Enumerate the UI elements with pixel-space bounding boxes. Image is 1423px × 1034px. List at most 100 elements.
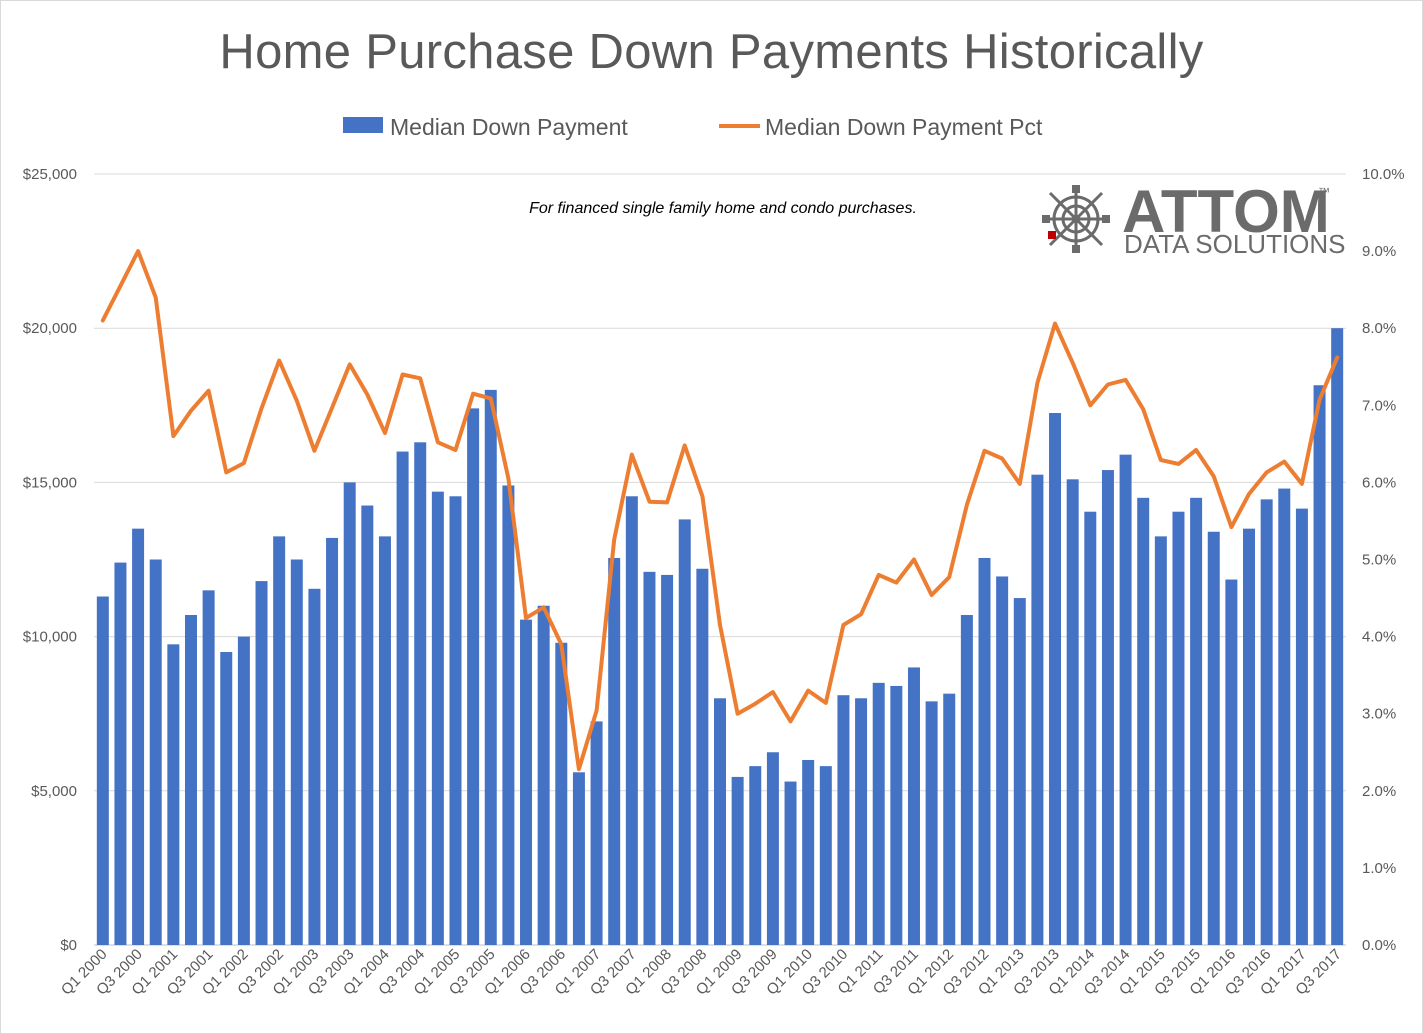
bar [1243,528,1256,945]
bar [590,721,603,945]
bar [1225,579,1238,945]
bar [802,759,815,945]
attom-logo: ATTOM ™ DATA SOLUTIONS [1042,178,1346,259]
attom-logo-mark-icon [1042,185,1110,253]
bar [396,451,409,945]
bar [960,615,973,945]
y-right-tick-label: 6.0% [1362,474,1396,491]
bar [625,496,638,945]
legend-swatch-bar [343,117,383,133]
y-left-tick-label: $25,000 [23,166,77,183]
bar [1031,474,1044,945]
bar [696,568,709,945]
y-left-tick-label: $0 [60,937,77,954]
bar [1190,497,1203,945]
line-series-path [100,249,1340,772]
line-series [100,249,1340,772]
bar [731,776,744,945]
bar [714,698,726,945]
y-axis-left: $0 $5,000 $10,000 $15,000 $20,000 $25,000 [23,166,77,954]
bar [273,536,286,945]
bar [167,644,180,945]
bar [766,752,779,945]
bar [661,574,674,945]
bar [502,485,515,945]
chart-annotation: For financed single family home and cond… [529,200,917,217]
bar [1207,531,1220,945]
bar [643,571,656,945]
logo-name: ATTOM [1122,178,1330,245]
bar [1137,497,1150,945]
y-right-tick-label: 9.0% [1362,243,1396,260]
logo-trademark: ™ [1318,185,1330,199]
bar [520,619,533,945]
bar [378,536,391,945]
bar [943,693,956,945]
bar [96,596,109,945]
bar [343,482,356,945]
legend-label-line: Median Down Payment Pct [765,114,1043,140]
bar [1066,479,1079,945]
y-left-tick-label: $20,000 [23,320,77,337]
legend-label-bar: Median Down Payment [390,114,628,140]
bar [784,781,797,945]
bar [184,615,197,945]
y-right-tick-label: 7.0% [1362,397,1396,414]
bar [202,590,215,945]
bar [1154,536,1167,945]
bar [1172,511,1185,945]
bar [237,636,250,945]
y-right-tick-label: 4.0% [1362,629,1396,646]
logo-tagline: DATA SOLUTIONS [1124,229,1346,259]
bar [1331,328,1344,945]
bar [484,389,497,945]
bar [572,772,585,945]
bar [132,528,145,945]
y-right-tick-label: 5.0% [1362,552,1396,569]
y-left-tick-label: $5,000 [31,783,77,800]
bar [872,682,885,945]
y-left-tick-label: $15,000 [23,474,77,491]
bar [555,642,568,945]
bar [1101,470,1114,945]
bar [996,576,1009,945]
bar [220,652,233,945]
bar [907,667,920,945]
bar [890,685,903,945]
bar [1295,508,1308,945]
chart-title: Home Purchase Down Payments Historically [219,25,1204,79]
bar [1013,598,1026,945]
bar [819,766,832,945]
bar [1260,499,1273,945]
bar-series [96,328,1344,945]
bar [255,581,268,945]
y-right-tick-label: 3.0% [1362,706,1396,723]
bar [431,491,444,945]
bar [414,442,427,945]
bar [537,605,550,945]
legend: Median Down Payment Median Down Payment … [343,114,1043,140]
bar [326,537,339,945]
bar [449,496,462,945]
bar [1119,454,1132,945]
bar [149,559,162,945]
bar [1278,488,1291,945]
bar [749,766,762,945]
y-right-tick-label: 0.0% [1362,937,1396,954]
y-left-tick-label: $10,000 [23,629,77,646]
bar [608,557,621,945]
bar [925,701,938,945]
bar [1049,413,1062,945]
bar [855,698,868,945]
y-axis-right: 0.0% 1.0% 2.0% 3.0% 4.0% 5.0% 6.0% 7.0% 8.0% 9.0%… [1362,166,1405,954]
bar [1084,511,1097,945]
y-right-tick-label: 10.0% [1362,166,1405,183]
y-right-tick-label: 1.0% [1362,860,1396,877]
y-right-tick-label: 8.0% [1362,320,1396,337]
bar [467,408,480,945]
y-right-tick-label: 2.0% [1362,783,1396,800]
bar [678,519,691,945]
bar [308,588,321,945]
